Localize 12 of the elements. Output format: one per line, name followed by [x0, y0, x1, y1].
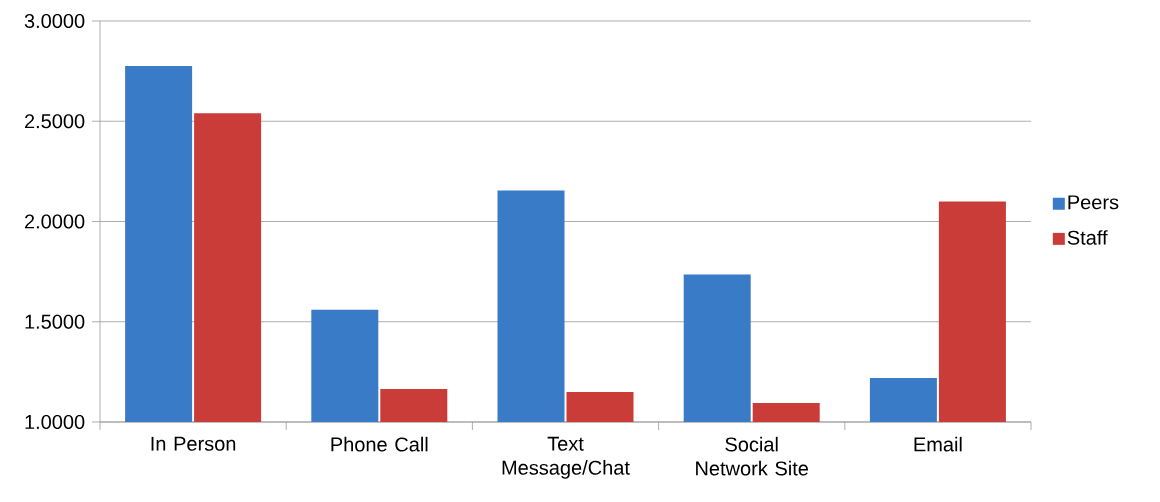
x-tick-label: Phone Call	[331, 436, 428, 452]
legend-label: Peers	[1068, 195, 1119, 210]
y-tick-label: 2.5000	[24, 114, 85, 129]
y-tick-label: 1.0000	[25, 414, 85, 430]
x-tick-label: Social Network Site	[696, 436, 809, 476]
legend-label: Staff	[1067, 230, 1108, 245]
x-tick-label: Email	[914, 436, 962, 452]
y-tick-label: 2.0000	[24, 214, 85, 229]
y-tick-label: 1.5000	[25, 314, 85, 329]
x-tick-label: Text Message/Chat	[502, 436, 630, 479]
x-tick-label: In Person	[151, 436, 236, 451]
y-tick-label: 3.0000	[24, 13, 85, 29]
